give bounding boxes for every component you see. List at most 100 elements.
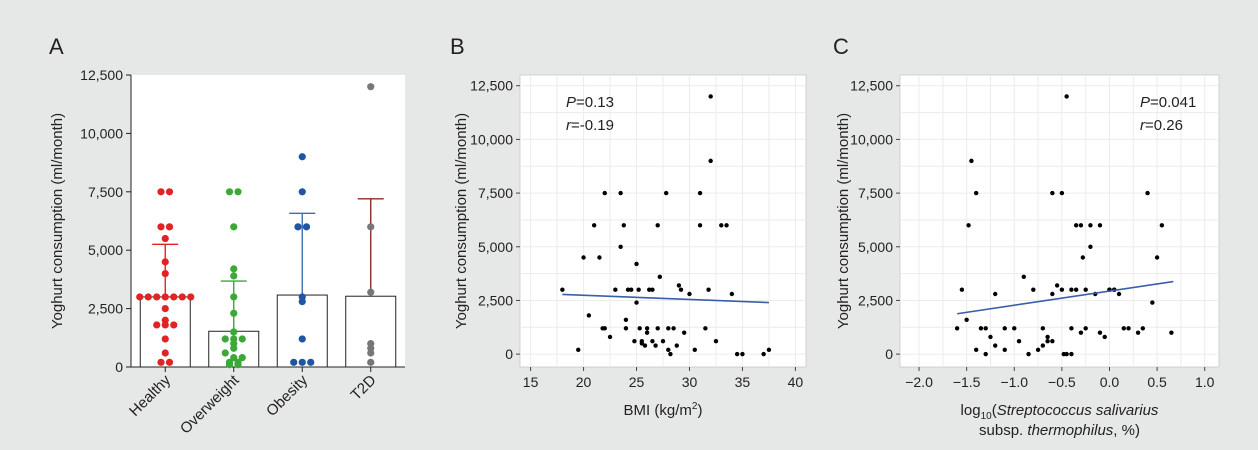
data-point [581, 255, 586, 260]
data-point-healthy [161, 258, 169, 266]
data-point [1150, 300, 1155, 305]
data-point [660, 339, 666, 344]
data-point [618, 190, 623, 196]
data-point-t2d [367, 83, 375, 91]
data-point [697, 190, 703, 196]
data-point-t2d [367, 288, 375, 296]
x-tick-label: 0.5 [1147, 374, 1167, 390]
x-tick-label: 30 [682, 374, 698, 390]
data-point-t2d [367, 340, 375, 348]
data-point [766, 347, 772, 353]
data-point [1069, 351, 1074, 357]
y-tick-label: 7,500 [478, 185, 513, 201]
data-point [729, 291, 735, 297]
data-point-overweight [230, 328, 238, 336]
p-value-annotation: P=0.13 [566, 94, 614, 111]
data-point-overweight [234, 188, 242, 196]
y-tick-label-a: 7,500 [88, 184, 123, 200]
data-point-t2d [367, 223, 375, 231]
data-point-healthy [161, 316, 169, 324]
data-point [1088, 223, 1093, 228]
data-point [560, 287, 565, 292]
plot-area-panelC [899, 74, 1220, 368]
y-tick-label-a: 10,000 [80, 125, 123, 141]
data-point-healthy [153, 293, 161, 301]
data-point [1050, 339, 1055, 344]
data-point [634, 300, 639, 305]
data-point [1045, 339, 1050, 344]
y-tick-label-a: 0 [115, 359, 123, 375]
data-point [625, 287, 631, 292]
data-point [678, 287, 684, 292]
data-point-overweight [230, 309, 238, 317]
data-point-overweight [230, 265, 238, 273]
data-point-healthy [187, 293, 195, 301]
data-point [655, 326, 660, 331]
data-point [623, 317, 629, 322]
data-point [1145, 190, 1150, 196]
data-point [1040, 326, 1046, 331]
x-tick-label: 35 [735, 374, 751, 390]
panel-c-scatter-chart: −2.0 −1.5 −1.0 −0.5 0.0 0.5 1.0 0 2,500 5,000 7,50… [835, 74, 1220, 439]
regression-line [957, 280, 1174, 315]
x-axis-label-c-line1: log10(Streptococcus salivarius [961, 402, 1159, 422]
data-point [1140, 326, 1146, 331]
data-point-obesity [298, 358, 306, 366]
data-point [621, 223, 627, 228]
y-tick-label: 10,000 [850, 131, 893, 147]
data-point [613, 287, 618, 292]
panel-a-bar-chart: 0 2,500 5,000 7,500 10,000 12,500 Yoghurt cons… [49, 67, 405, 437]
data-point [687, 291, 692, 297]
data-point-healthy [170, 293, 178, 301]
data-point-healthy [165, 223, 174, 231]
data-point [973, 190, 979, 196]
data-point [586, 313, 592, 318]
panel-label-c: C [833, 34, 849, 59]
data-point-overweight [230, 272, 238, 280]
data-point [653, 343, 658, 348]
data-point [1073, 223, 1079, 228]
data-point-healthy [161, 305, 169, 313]
data-point-obesity [298, 153, 306, 161]
data-point [642, 343, 648, 348]
data-point [969, 158, 974, 164]
data-point [1054, 283, 1060, 288]
data-point [1097, 330, 1103, 335]
y-tick-label: 0 [885, 346, 893, 362]
y-tick-label: 5,000 [858, 239, 893, 255]
data-point-obesity [298, 293, 306, 301]
x-tick-label: −2.0 [905, 374, 933, 390]
data-point [1059, 190, 1065, 196]
data-point [703, 326, 708, 331]
data-point [576, 347, 581, 353]
data-point [668, 351, 673, 357]
data-point-healthy [136, 293, 144, 301]
data-point [761, 351, 766, 357]
data-point-overweight [238, 354, 246, 362]
x-axis-label-c-line2: subsp. thermophilus, %) [979, 422, 1140, 439]
data-point [663, 190, 669, 196]
data-point [964, 317, 969, 322]
data-point [1169, 330, 1174, 335]
data-point [1040, 343, 1046, 348]
data-point [966, 223, 971, 228]
y-tick-label: 0 [505, 346, 513, 362]
data-point-healthy [144, 293, 152, 301]
data-point-obesity [290, 358, 298, 366]
data-point [666, 326, 671, 331]
data-point [692, 347, 697, 353]
data-point [1064, 351, 1069, 357]
data-point [1002, 326, 1007, 331]
data-point [988, 334, 993, 340]
data-point [1050, 291, 1055, 297]
y-tick-label: 12,500 [850, 78, 893, 94]
data-point [644, 326, 650, 331]
y-axis-label-a: Yoghurt consumption (ml/month) [49, 113, 66, 329]
data-point [632, 339, 637, 344]
data-point-healthy [170, 321, 178, 329]
data-point-obesity [302, 223, 311, 231]
y-tick-label: 5,000 [478, 239, 513, 255]
data-point [1050, 190, 1055, 196]
data-point [983, 351, 988, 357]
y-tick-label: 7,500 [858, 185, 893, 201]
